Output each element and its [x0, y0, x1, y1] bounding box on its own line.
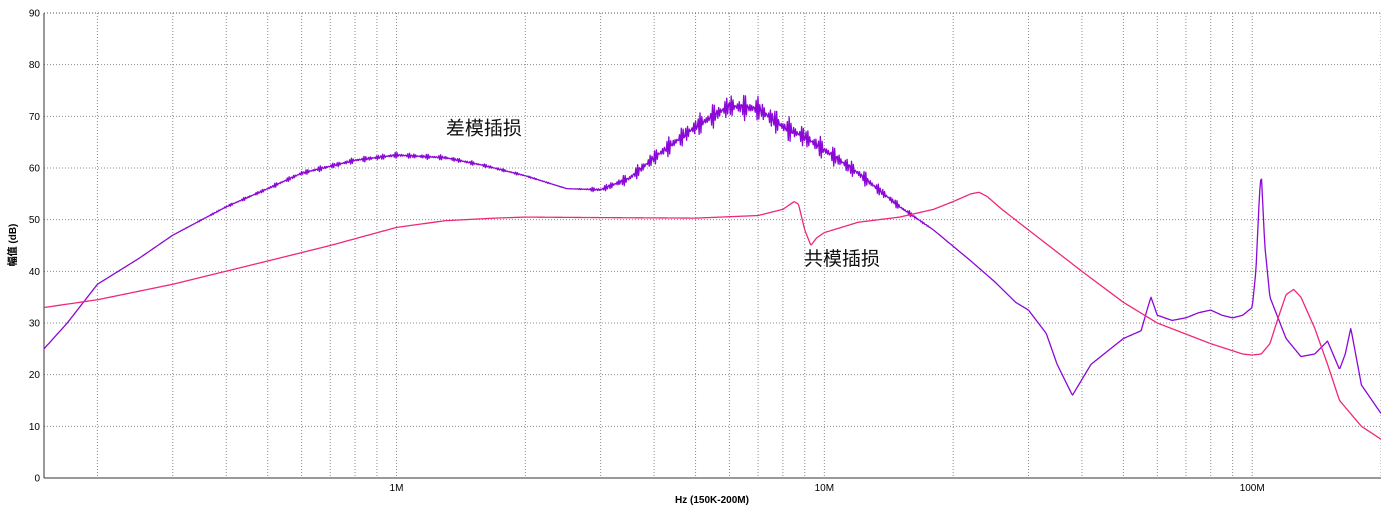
x-axis-title: Hz (150K-200M) — [675, 495, 749, 506]
y-tick-label: 30 — [29, 319, 41, 330]
annotation-label: 差模插损 — [446, 117, 522, 139]
y-tick-label: 20 — [29, 370, 41, 381]
grid — [44, 12, 1381, 478]
x-tick-label: 1M — [390, 483, 404, 494]
series-line-dm — [43, 94, 1381, 414]
y-tick-label: 70 — [29, 112, 41, 123]
series-line-cm — [43, 191, 1381, 440]
y-tick-label: 80 — [29, 60, 41, 71]
y-tick-label: 90 — [29, 9, 41, 20]
y-tick-labels: 0 10 20 30 40 50 60 70 80 90 — [29, 9, 41, 485]
x-tick-labels: 1M 10M 100M — [390, 483, 1265, 494]
x-tick-label: 10M — [815, 483, 834, 494]
series-layer — [43, 94, 1381, 440]
x-tick-label: 100M — [1240, 483, 1265, 494]
y-axis-title: 幅值 (dB) — [6, 224, 19, 267]
y-tick-label: 40 — [29, 267, 41, 278]
y-tick-label: 60 — [29, 164, 41, 175]
plot-frame — [43, 12, 1381, 479]
y-tick-label: 0 — [34, 474, 40, 485]
annotation-label: 共模插损 — [804, 248, 880, 270]
y-tick-label: 50 — [29, 215, 41, 226]
y-tick-label: 10 — [29, 422, 41, 433]
